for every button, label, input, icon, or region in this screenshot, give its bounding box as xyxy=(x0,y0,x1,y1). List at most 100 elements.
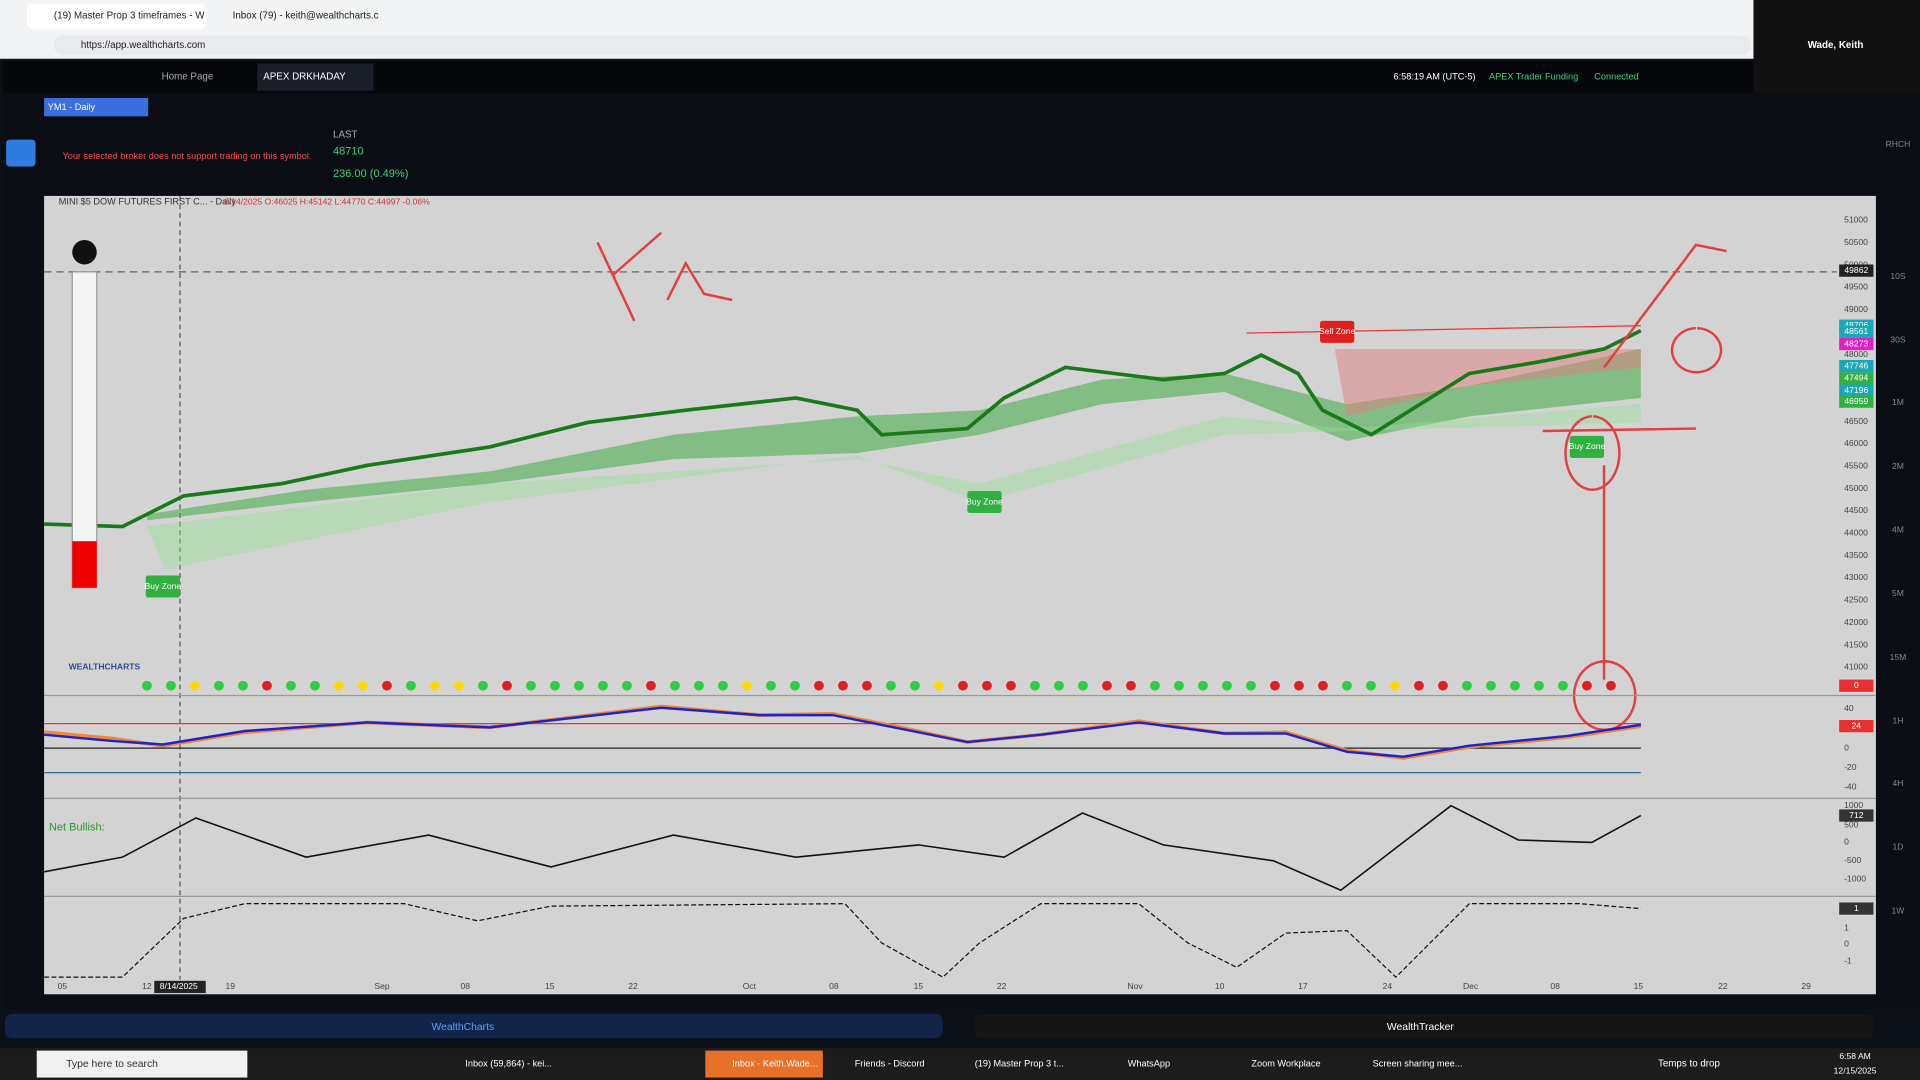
timeframe[interactable]: 15M xyxy=(1890,652,1907,662)
task-app[interactable]: Inbox (59,864) - kei... xyxy=(465,1059,552,1069)
signal-dot xyxy=(718,680,728,691)
signal-dot xyxy=(1294,680,1304,691)
timeframe[interactable]: 1W xyxy=(1892,905,1906,915)
task-app[interactable]: Inbox - Keith.Wade... xyxy=(732,1059,817,1069)
price-tick: 43000 xyxy=(1844,572,1868,582)
add-button[interactable] xyxy=(6,139,36,167)
url: https://app.wealthcharts.com xyxy=(81,40,206,51)
timeframe[interactable]: RHCH xyxy=(1886,139,1911,149)
task-active[interactable] xyxy=(705,1050,823,1078)
support-band xyxy=(146,404,1641,570)
browser-tab[interactable]: Inbox (79) - keith@wealthcharts.c xyxy=(233,11,379,22)
panel-tick: 712 xyxy=(1849,810,1864,820)
footer-tab[interactable]: WealthCharts xyxy=(431,1022,494,1033)
x-label: 15 xyxy=(545,981,555,991)
timeframe[interactable]: 30S xyxy=(1890,335,1906,345)
task-app[interactable]: WhatsApp xyxy=(1128,1059,1170,1069)
signal-dot xyxy=(382,680,392,691)
signal-dot xyxy=(1078,680,1088,691)
price-tick: 42000 xyxy=(1844,617,1868,627)
x-label: 22 xyxy=(997,981,1007,991)
footer-tab[interactable]: WealthTracker xyxy=(1387,1022,1455,1033)
zone-bg xyxy=(1569,435,1605,458)
timeframe[interactable]: 5M xyxy=(1892,588,1904,598)
panel-tick: 0 xyxy=(1844,938,1849,948)
active-tab[interactable] xyxy=(26,3,206,30)
price-tick: 44000 xyxy=(1844,528,1868,538)
weather: Temps to drop xyxy=(1658,1059,1721,1070)
timeframe[interactable]: 10S xyxy=(1890,271,1906,281)
x-label: Oct xyxy=(743,981,757,991)
signal-dot xyxy=(358,680,368,691)
timeframe[interactable]: 1D xyxy=(1892,842,1903,852)
draw-toolbar[interactable] xyxy=(71,271,98,589)
timeframe[interactable]: 2M xyxy=(1892,461,1904,471)
pin-button[interactable] xyxy=(72,240,97,265)
signal-dot xyxy=(430,680,440,691)
signal-dot xyxy=(1510,680,1520,691)
address-bar[interactable] xyxy=(53,35,1752,56)
signal-dot xyxy=(1198,680,1208,691)
price-badge: 47746 xyxy=(1844,360,1868,370)
signal-dot xyxy=(142,680,152,691)
task-app[interactable]: Screen sharing mee... xyxy=(1373,1059,1463,1069)
task-app[interactable]: (19) Master Prop 3 t... xyxy=(975,1059,1064,1069)
sell-band xyxy=(1334,348,1641,417)
symbol-chip[interactable] xyxy=(44,97,149,117)
panel-tick: 40 xyxy=(1844,703,1854,713)
net-bullish: Net Bullish: xyxy=(49,822,105,834)
signal-dot xyxy=(1270,680,1280,691)
signal-dot xyxy=(958,680,968,691)
signal-dot xyxy=(214,680,224,691)
x-label: 17 xyxy=(1298,981,1308,991)
signal-dot xyxy=(310,680,320,691)
panel-tick: -500 xyxy=(1844,855,1861,865)
price-tick: 41500 xyxy=(1844,639,1868,649)
signal-dot xyxy=(286,680,296,691)
footer-tab[interactable] xyxy=(974,1013,1874,1039)
browser-tab[interactable]: (19) Master Prop 3 timeframes - W xyxy=(54,11,205,22)
search[interactable]: Type here to search xyxy=(66,1059,158,1070)
panel-badge-bg xyxy=(1839,720,1874,733)
signal-dot xyxy=(670,680,680,691)
timeframe[interactable]: 1H xyxy=(1892,715,1903,725)
signal-dot xyxy=(1582,680,1592,691)
clock: 6:58:19 AM (UTC-5) xyxy=(1393,72,1475,82)
app-tab-active[interactable] xyxy=(257,63,374,91)
app-tab[interactable]: Home Page xyxy=(162,72,214,83)
symbol[interactable]: YM1 - Daily xyxy=(48,102,96,112)
signal-dot xyxy=(166,680,176,691)
timeframe[interactable]: 1M xyxy=(1892,397,1904,407)
signal-dot xyxy=(1246,680,1256,691)
x-label: 15 xyxy=(914,981,924,991)
signal-dot xyxy=(886,680,896,691)
price-tick: 44500 xyxy=(1844,505,1868,515)
price-badge-bg xyxy=(1839,384,1874,397)
chart-area xyxy=(44,195,1876,995)
task-app[interactable]: Friends - Discord xyxy=(855,1059,925,1069)
handwriting xyxy=(596,231,733,322)
panel-tick: 1000 xyxy=(1844,800,1863,810)
signal-dot xyxy=(1102,680,1112,691)
price-badge: 48561 xyxy=(1844,326,1868,336)
panel-tick: 1 xyxy=(1844,922,1849,932)
price-path xyxy=(44,328,1642,529)
signal-dot xyxy=(1438,680,1448,691)
price-badge-bg xyxy=(1839,264,1874,277)
signal-dot xyxy=(742,680,752,691)
x-label: 12 xyxy=(142,981,152,991)
x-label: 8/14/2025 xyxy=(160,981,198,991)
color-swatch[interactable] xyxy=(72,541,97,588)
timeframe[interactable]: 4M xyxy=(1892,524,1904,534)
search-box[interactable] xyxy=(36,1050,248,1078)
footer-tab[interactable] xyxy=(4,1013,943,1039)
app-tab[interactable]: APEX DRKHADAY xyxy=(263,72,346,83)
task-app[interactable]: Zoom Workplace xyxy=(1251,1059,1320,1069)
price-tick: 50000 xyxy=(1844,259,1868,269)
timeframe[interactable]: 4H xyxy=(1892,778,1903,788)
signal-dot xyxy=(574,680,584,691)
osc-fast xyxy=(43,706,1641,758)
taskbar xyxy=(0,1048,1920,1080)
price-badge: 48273 xyxy=(1844,338,1868,348)
